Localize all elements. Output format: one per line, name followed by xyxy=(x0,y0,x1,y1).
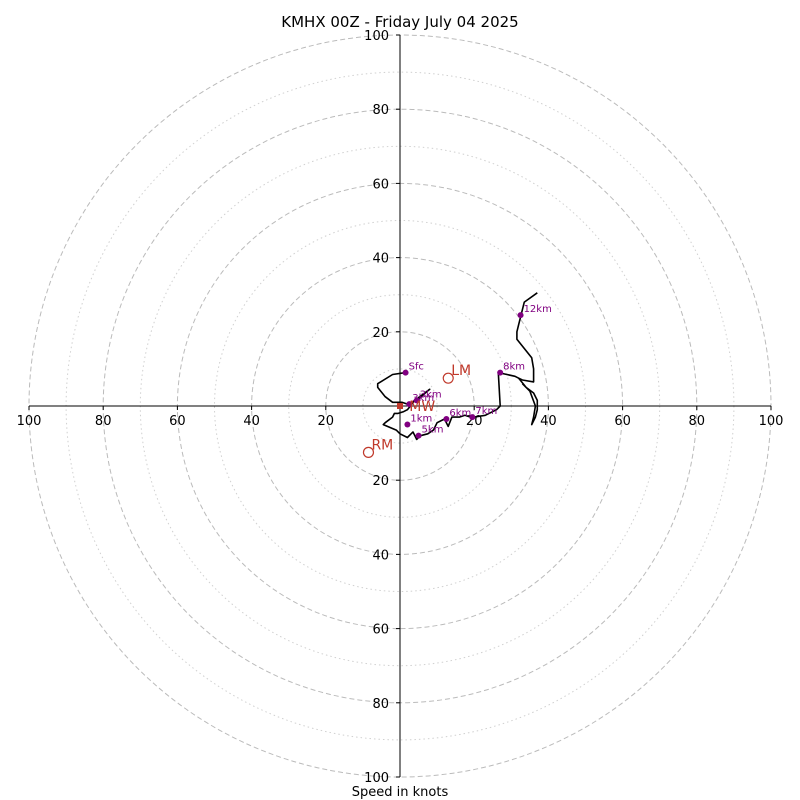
y-tick-label: 20 xyxy=(372,474,389,489)
height-label: 7km xyxy=(475,406,497,417)
y-tick-label: 60 xyxy=(372,177,389,192)
storm-motion-markers: LM RM MW xyxy=(362,363,471,458)
x-axis-label: Speed in knots xyxy=(352,785,449,800)
motion-label: RM xyxy=(371,437,393,453)
y-tick-label: 80 xyxy=(372,103,389,118)
height-label: 8km xyxy=(503,362,525,373)
y-tick-label: 20 xyxy=(372,326,389,341)
height-point xyxy=(415,432,422,439)
motion-label: LM xyxy=(451,363,471,379)
motion-circle xyxy=(442,372,454,384)
x-tick-label: 80 xyxy=(689,414,706,429)
y-tick-label: 80 xyxy=(372,697,389,712)
height-point xyxy=(517,312,524,319)
height-label: 3km xyxy=(412,393,434,404)
x-tick-label: 20 xyxy=(318,414,335,429)
height-label: 3km xyxy=(420,389,442,400)
height-point xyxy=(406,401,413,408)
height-point xyxy=(404,421,411,428)
height-point xyxy=(469,414,476,421)
x-tick-label: 60 xyxy=(169,414,186,429)
height-label: 12km xyxy=(524,304,552,315)
height-label: 6km xyxy=(449,408,471,419)
wind-trace-loop xyxy=(518,377,539,426)
height-point xyxy=(413,397,420,404)
height-point xyxy=(402,369,409,376)
height-point xyxy=(443,415,450,422)
height-label: Sfc xyxy=(409,362,424,373)
x-tick-label: 100 xyxy=(17,414,42,429)
y-tick-label: 60 xyxy=(372,623,389,638)
motion-circle xyxy=(362,446,375,458)
height-label: 1km xyxy=(410,414,432,425)
y-tick-label: 40 xyxy=(372,252,389,267)
x-tick-label: 60 xyxy=(614,414,631,429)
x-tick-label: 40 xyxy=(540,414,557,429)
x-tick-label: 100 xyxy=(759,414,784,429)
y-tick-label: 100 xyxy=(364,29,389,44)
x-tick-label: 80 xyxy=(95,414,112,429)
chart-title: KMHX 00Z - Friday July 04 2025 xyxy=(281,13,518,31)
x-tick-label: 40 xyxy=(243,414,260,429)
height-label: 5km xyxy=(422,425,444,436)
y-tick-label: 100 xyxy=(364,771,389,786)
height-point xyxy=(497,369,504,376)
motion-label: MW xyxy=(409,399,435,415)
storm-motion-square xyxy=(397,403,403,409)
tick-labels: 100 80 60 40 20 20 40 60 80 100100806040202040608… xyxy=(17,29,784,786)
y-tick-label: 40 xyxy=(372,548,389,563)
